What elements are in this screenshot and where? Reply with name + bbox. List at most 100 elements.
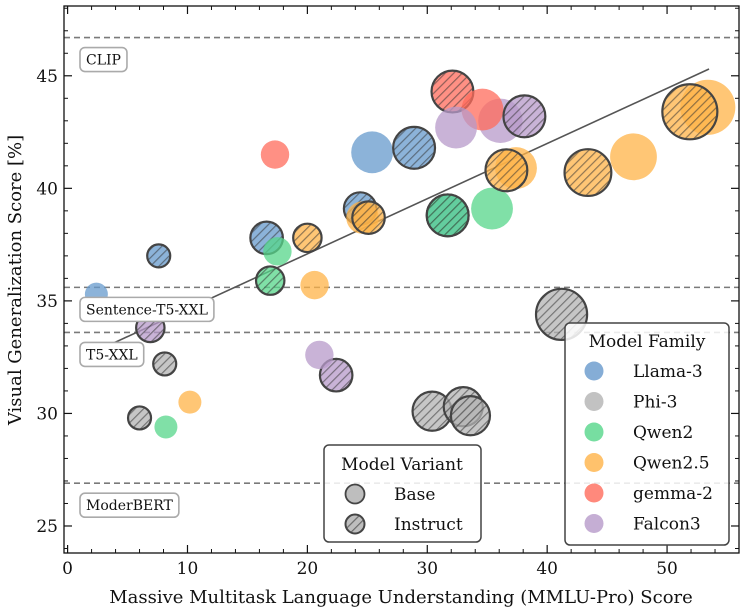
point-qwen2-5-base [610,133,657,181]
point-qwen2-5-base [178,390,202,414]
point-hatch [351,200,386,235]
x-tick-label: 40 [536,559,558,579]
point-fill [300,270,329,300]
y-axis-title: Visual Generalization Score [%] [5,135,26,426]
point-hatch [126,405,153,431]
reference-label-moderbert: ModerBERT [79,492,180,519]
legend-family-label: Phi-3 [633,393,677,413]
legend-variant-marker [345,484,365,504]
legend-family-label: Qwen2.5 [633,454,710,474]
point-hatch [563,148,613,198]
x-tick-label: 20 [297,559,319,579]
reference-label-text: Sentence-T5-XXL [86,302,208,318]
point-fill [154,415,178,439]
point-hatch [502,94,547,139]
y-tick-label: 40 [36,179,58,199]
legend-family-entry-gemma-2: gemma-2 [584,483,713,504]
reference-label-sentence-t5-xxl: Sentence-T5-XXL [79,296,215,323]
point-hatch [146,243,172,269]
point-phi-3-instruct [449,395,492,437]
point-fill [351,131,394,174]
point-qwen2-base [154,415,178,439]
legend-variant-hatch [344,513,366,535]
legend-family-entry-llama-3: Llama-3 [584,361,703,382]
point-fill [263,237,292,266]
reference-label-text: CLIP [86,53,121,69]
x-tick-label: 0 [62,559,73,579]
y-tick-label: 35 [36,292,58,312]
y-tick-label: 30 [36,404,58,424]
point-hatch [484,148,529,193]
point-phi-3-instruct [126,405,153,431]
legend-variant-entry-instruct: Instruct [344,513,463,535]
point-llama-3-instruct [146,243,172,269]
legend-family-label: Falcon3 [633,515,701,535]
reference-label-box [79,492,180,519]
reference-label-clip: CLIP [79,46,128,73]
legend-family-marker [584,392,604,411]
point-gemma-2-base [260,140,290,169]
point-fill [178,390,202,414]
point-qwen2-base [263,237,292,266]
legend-family-title: Model Family [589,332,706,352]
point-hatch [392,125,437,170]
legend-family-box [564,322,730,546]
reference-labels: CLIP Sentence-T5-XXL T5-XXL ModerBERT [79,46,215,519]
legend-family-entry-falcon3: Falcon3 [584,514,701,535]
legend-family-label: Llama-3 [633,362,703,382]
legend-family-entry-qwen2-5: Qwen2.5 [584,453,710,474]
plot-frame [63,5,740,554]
legend-family-marker [584,483,604,503]
point-hatch [661,83,719,141]
point-hatch [449,395,492,437]
legend-model-family: Model Family Llama-3 Phi-3 Qwen2 Qwen2.5 gemm… [564,322,730,546]
reference-label-text: ModerBERT [86,498,174,514]
point-qwen2-5-instruct [563,148,613,198]
reference-label-box [79,296,215,323]
point-fill [435,106,477,149]
legend-model-variant: Model Variant Base Instruct [323,444,482,543]
point-hatch [318,357,354,393]
x-tick-label: 30 [416,559,438,579]
point-fill [471,187,513,230]
point-hatch [425,193,470,238]
x-axis-title: Massive Multitask Language Understanding… [109,587,693,608]
reference-label-box [79,46,128,73]
point-qwen2-5-instruct [484,148,529,193]
legend-family-marker [584,361,604,381]
point-qwen2-5-base [300,270,329,300]
point-qwen2-instruct [254,265,286,296]
x-tick-label: 10 [177,559,199,579]
point-falcon3-instruct [318,357,354,393]
legend-variant-label: Instruct [394,515,463,535]
legend-family-marker [584,453,604,472]
point-llama-3-instruct [392,125,437,170]
y-tick-label: 25 [36,517,58,537]
point-fill [305,340,334,370]
legend-variant-title: Model Variant [341,455,463,475]
point-hatch [292,222,323,254]
point-phi-3-instruct [152,351,178,377]
point-hatch [254,265,286,296]
point-falcon3-base [435,106,477,149]
point-qwen2-instruct [425,193,470,238]
point-qwen2-5-instruct [292,222,323,254]
axis-ticks: 0 10 20 30 40 50 25 30 35 40 45 [36,6,739,579]
point-llama-3-base [351,131,394,174]
point-qwen2-5-instruct [351,200,386,235]
legend-family-label: gemma-2 [633,484,713,504]
point-falcon3-base [305,340,334,370]
reference-label-t5-xxl: T5-XXL [79,341,145,368]
legend-family-entry-phi-3: Phi-3 [584,392,677,413]
y-tick-label: 45 [36,67,58,87]
point-fill [260,140,290,169]
legend-variant-outline [344,483,366,505]
x-tick-label: 50 [656,559,678,579]
point-phi-3-instruct [411,390,453,432]
point-fill [610,133,657,181]
legend-family-label: Qwen2 [633,423,693,443]
point-qwen2-5-instruct [661,83,719,141]
data-points [84,69,736,439]
point-falcon3-instruct [502,94,547,139]
legend-family-entry-qwen2: Qwen2 [584,422,693,443]
